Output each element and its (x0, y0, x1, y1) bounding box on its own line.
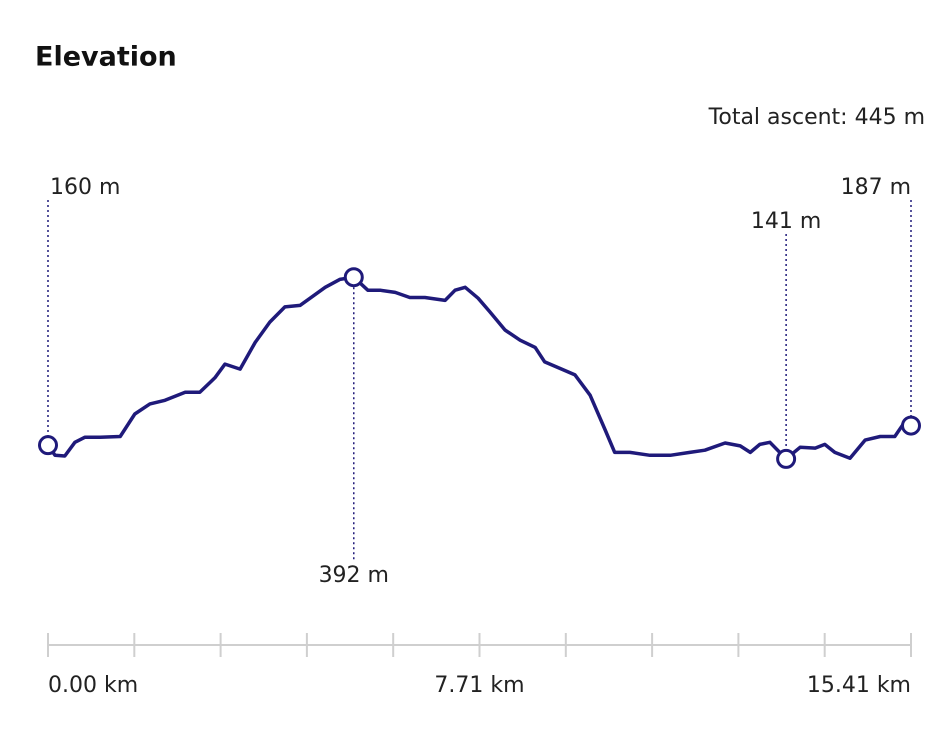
annotation-marker (343, 267, 364, 288)
x-tick-label: 15.41 km (807, 673, 911, 698)
annotation-marker (901, 415, 921, 436)
total-ascent: Total ascent: 445 m (708, 105, 925, 130)
x-tick-label: 7.71 km (434, 673, 524, 698)
annotation-marker (776, 448, 797, 469)
annotation-label: 187 m (841, 175, 911, 200)
chart-title: Elevation (35, 42, 177, 73)
elevation-line (46, 275, 912, 461)
annotation-label: 160 m (50, 175, 120, 200)
annotation-marker (38, 435, 58, 456)
annotation-label: 392 m (319, 563, 389, 588)
annotation-label: 141 m (751, 209, 821, 234)
x-tick-label: 0.00 km (48, 673, 138, 698)
